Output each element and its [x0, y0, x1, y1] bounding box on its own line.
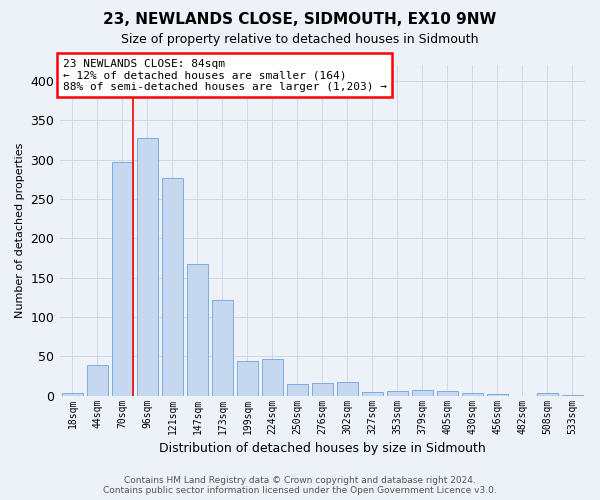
- Text: 23 NEWLANDS CLOSE: 84sqm
← 12% of detached houses are smaller (164)
88% of semi-: 23 NEWLANDS CLOSE: 84sqm ← 12% of detach…: [62, 58, 386, 92]
- Bar: [62, 394, 83, 396]
- Bar: [312, 383, 333, 396]
- Bar: [162, 178, 183, 396]
- Bar: [337, 382, 358, 396]
- Bar: [487, 394, 508, 396]
- Text: Size of property relative to detached houses in Sidmouth: Size of property relative to detached ho…: [121, 32, 479, 46]
- Bar: [462, 394, 483, 396]
- Y-axis label: Number of detached properties: Number of detached properties: [15, 142, 25, 318]
- Bar: [137, 138, 158, 396]
- Bar: [387, 391, 408, 396]
- Text: 23, NEWLANDS CLOSE, SIDMOUTH, EX10 9NW: 23, NEWLANDS CLOSE, SIDMOUTH, EX10 9NW: [103, 12, 497, 28]
- Bar: [87, 365, 108, 396]
- Bar: [212, 300, 233, 396]
- Bar: [287, 384, 308, 396]
- Bar: [362, 392, 383, 396]
- X-axis label: Distribution of detached houses by size in Sidmouth: Distribution of detached houses by size …: [159, 442, 486, 455]
- Bar: [412, 390, 433, 396]
- Text: Contains HM Land Registry data © Crown copyright and database right 2024.
Contai: Contains HM Land Registry data © Crown c…: [103, 476, 497, 495]
- Bar: [562, 395, 583, 396]
- Bar: [237, 361, 258, 396]
- Bar: [112, 162, 133, 396]
- Bar: [437, 391, 458, 396]
- Bar: [537, 394, 558, 396]
- Bar: [187, 264, 208, 396]
- Bar: [262, 360, 283, 396]
